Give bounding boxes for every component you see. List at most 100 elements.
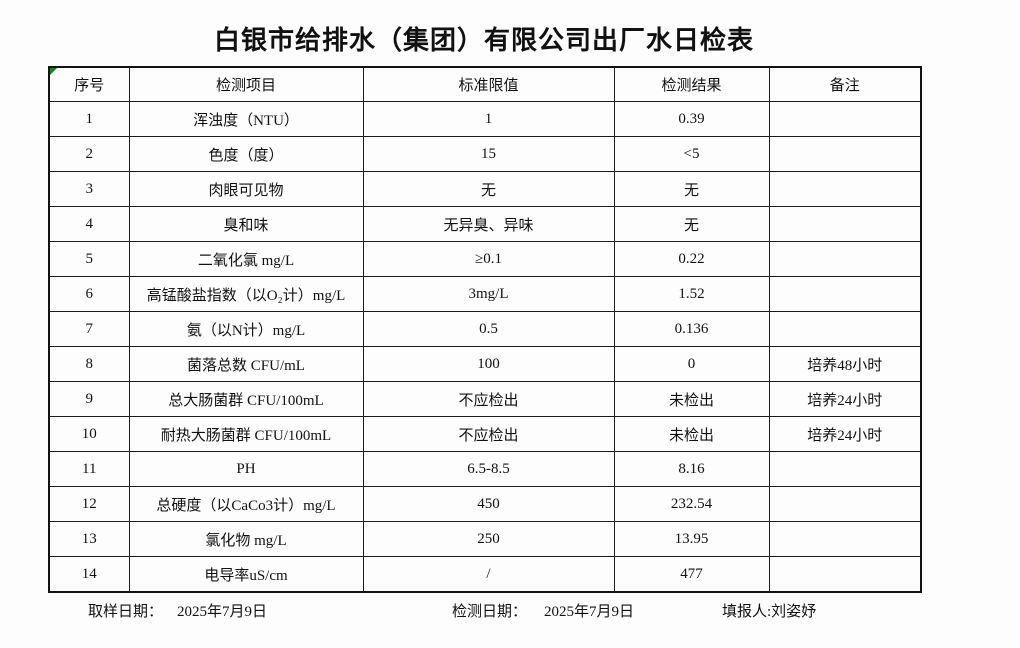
- cell-limit: 1: [362, 101, 615, 137]
- table-header-row: 序号 检测项目 标准限值 检测结果 备注: [48, 66, 922, 102]
- inspection-table: 序号 检测项目 标准限值 检测结果 备注 1 浑浊度（NTU） 1 0.39 2 色度（度） 15 <…: [48, 66, 922, 593]
- cell-index: 9: [48, 381, 130, 417]
- column-header: 标准限值: [362, 66, 615, 102]
- table-row: 5 二氧化氯 mg/L ≥0.1 0.22: [48, 241, 922, 277]
- cell-result: 未检出: [613, 381, 770, 417]
- cell-remark: 培养24小时: [768, 381, 922, 417]
- cell-limit: 15: [362, 136, 615, 172]
- column-header: 序号: [48, 66, 130, 102]
- cell-limit: 100: [362, 346, 615, 382]
- table-row: 10 耐热大肠菌群 CFU/100mL 不应检出 未检出 培养24小时: [48, 416, 922, 452]
- table-row: 9 总大肠菌群 CFU/100mL 不应检出 未检出 培养24小时: [48, 381, 922, 417]
- cell-item: 菌落总数 CFU/mL: [128, 346, 364, 382]
- cell-index: 4: [48, 206, 130, 242]
- cell-result: 无: [613, 171, 770, 207]
- cell-result: 0.22: [613, 241, 770, 277]
- cell-result: 未检出: [613, 416, 770, 452]
- cell-result: 0: [613, 346, 770, 382]
- table-row: 7 氨（以N计）mg/L 0.5 0.136: [48, 311, 922, 347]
- cell-item: 臭和味: [128, 206, 364, 242]
- cell-limit: 250: [362, 521, 615, 557]
- cell-item: 氨（以N计）mg/L: [128, 311, 364, 347]
- cell-remark: [768, 556, 922, 593]
- sample-date-label: 取样日期：: [88, 604, 164, 620]
- cell-remark: [768, 311, 922, 347]
- cell-result: 1.52: [613, 276, 770, 312]
- cell-index: 13: [48, 521, 130, 557]
- cell-limit: ≥0.1: [362, 241, 615, 277]
- cell-remark: [768, 241, 922, 277]
- cell-result: <5: [613, 136, 770, 172]
- cell-limit: 无异臭、异味: [362, 206, 615, 242]
- cell-item: 电导率uS/cm: [128, 556, 364, 593]
- cell-remark: [768, 171, 922, 207]
- cell-item: 浑浊度（NTU）: [128, 101, 364, 137]
- table-row: 2 色度（度） 15 <5: [48, 136, 922, 172]
- cell-limit: 无: [362, 171, 615, 207]
- cell-remark: [768, 276, 922, 312]
- sample-date: 取样日期： 2025年7月9日: [88, 600, 267, 621]
- cell-index: 11: [48, 451, 130, 487]
- table-row: 3 肉眼可见物无无: [48, 171, 922, 207]
- cell-item: PH: [128, 451, 364, 487]
- column-header: 检测项目: [128, 66, 364, 102]
- cell-remark: [768, 206, 922, 242]
- cell-item: 耐热大肠菌群 CFU/100mL: [128, 416, 364, 452]
- cell-limit: 3mg/L: [362, 276, 615, 312]
- cell-index: 6: [48, 276, 130, 312]
- cell-result: 13.95: [613, 521, 770, 557]
- cell-remark: [768, 451, 922, 487]
- cell-item: 色度（度）: [128, 136, 364, 172]
- cell-item: 二氧化氯 mg/L: [128, 241, 364, 277]
- reporter-label: 填报人:: [722, 604, 772, 620]
- cell-result: 0.39: [613, 101, 770, 137]
- cell-result: 0.136: [613, 311, 770, 347]
- cell-result: 232.54: [613, 486, 770, 522]
- cell-limit: 0.5: [362, 311, 615, 347]
- cell-result: 无: [613, 206, 770, 242]
- footer: 取样日期： 2025年7月9日 检测日期： 2025年7月9日 填报人:刘姿妤: [0, 600, 1020, 622]
- cell-index: 2: [48, 136, 130, 172]
- test-date: 检测日期： 2025年7月9日: [452, 600, 634, 621]
- table-row: 12 总硬度（以CaCo3计）mg/L 450 232.54: [48, 486, 922, 522]
- page-title: 白银市给排水（集团）有限公司出厂水日检表: [213, 26, 754, 55]
- cell-remark: [768, 136, 922, 172]
- table-row: 11 PH 6.5-8.5 8.16: [48, 451, 922, 487]
- cell-remark: 培养24小时: [768, 416, 922, 452]
- cell-index: 7: [48, 311, 130, 347]
- table-body: 1 浑浊度（NTU） 1 0.39 2 色度（度） 15 <5 3 肉眼可见物无无 4 臭和味 无异臭、…: [48, 101, 922, 593]
- cell-item: 总大肠菌群 CFU/100mL: [128, 381, 364, 417]
- cell-remark: 培养48小时: [768, 346, 922, 382]
- cell-remark: [768, 101, 922, 137]
- column-header: 检测结果: [613, 66, 770, 102]
- cell-limit: 6.5-8.5: [362, 451, 615, 487]
- test-date-value: 2025年7月9日: [544, 604, 635, 620]
- table-row: 4 臭和味 无异臭、异味无: [48, 206, 922, 242]
- sample-date-value: 2025年7月9日: [177, 604, 268, 620]
- cell-item: 总硬度（以CaCo3计）mg/L: [128, 486, 364, 522]
- cell-index: 1: [48, 101, 130, 137]
- table-row: 1 浑浊度（NTU） 1 0.39: [48, 101, 922, 137]
- cell-limit: 不应检出: [362, 381, 615, 417]
- cell-index: 8: [48, 346, 130, 382]
- table-row: 13 氯化物 mg/L 250 13.95: [48, 521, 922, 557]
- cell-remark: [768, 486, 922, 522]
- cell-item: 肉眼可见物: [128, 171, 364, 207]
- table-row: 8 菌落总数 CFU/mL 100 0 培养48小时: [48, 346, 922, 382]
- cell-limit: 450: [362, 486, 615, 522]
- spreadsheet-flag-triangle-icon: [50, 68, 57, 75]
- cell-index: 5: [48, 241, 130, 277]
- cell-index: 3: [48, 171, 130, 207]
- table-row: 14 电导率uS/cm/477: [48, 556, 922, 593]
- cell-limit: 不应检出: [362, 416, 615, 452]
- cell-index: 14: [48, 556, 130, 593]
- cell-index: 12: [48, 486, 130, 522]
- table-row: 6 高锰酸盐指数（以O₂计）mg/L 3mg/L 1.52: [48, 276, 922, 312]
- cell-result: 477: [613, 556, 770, 593]
- reporter-value: 刘姿妤: [771, 604, 817, 620]
- column-header: 备注: [768, 66, 922, 102]
- reporter: 填报人:刘姿妤: [722, 600, 816, 621]
- cell-item: 氯化物 mg/L: [128, 521, 364, 557]
- test-date-label: 检测日期：: [452, 604, 528, 620]
- cell-item: 高锰酸盐指数（以O₂计）mg/L: [128, 276, 364, 312]
